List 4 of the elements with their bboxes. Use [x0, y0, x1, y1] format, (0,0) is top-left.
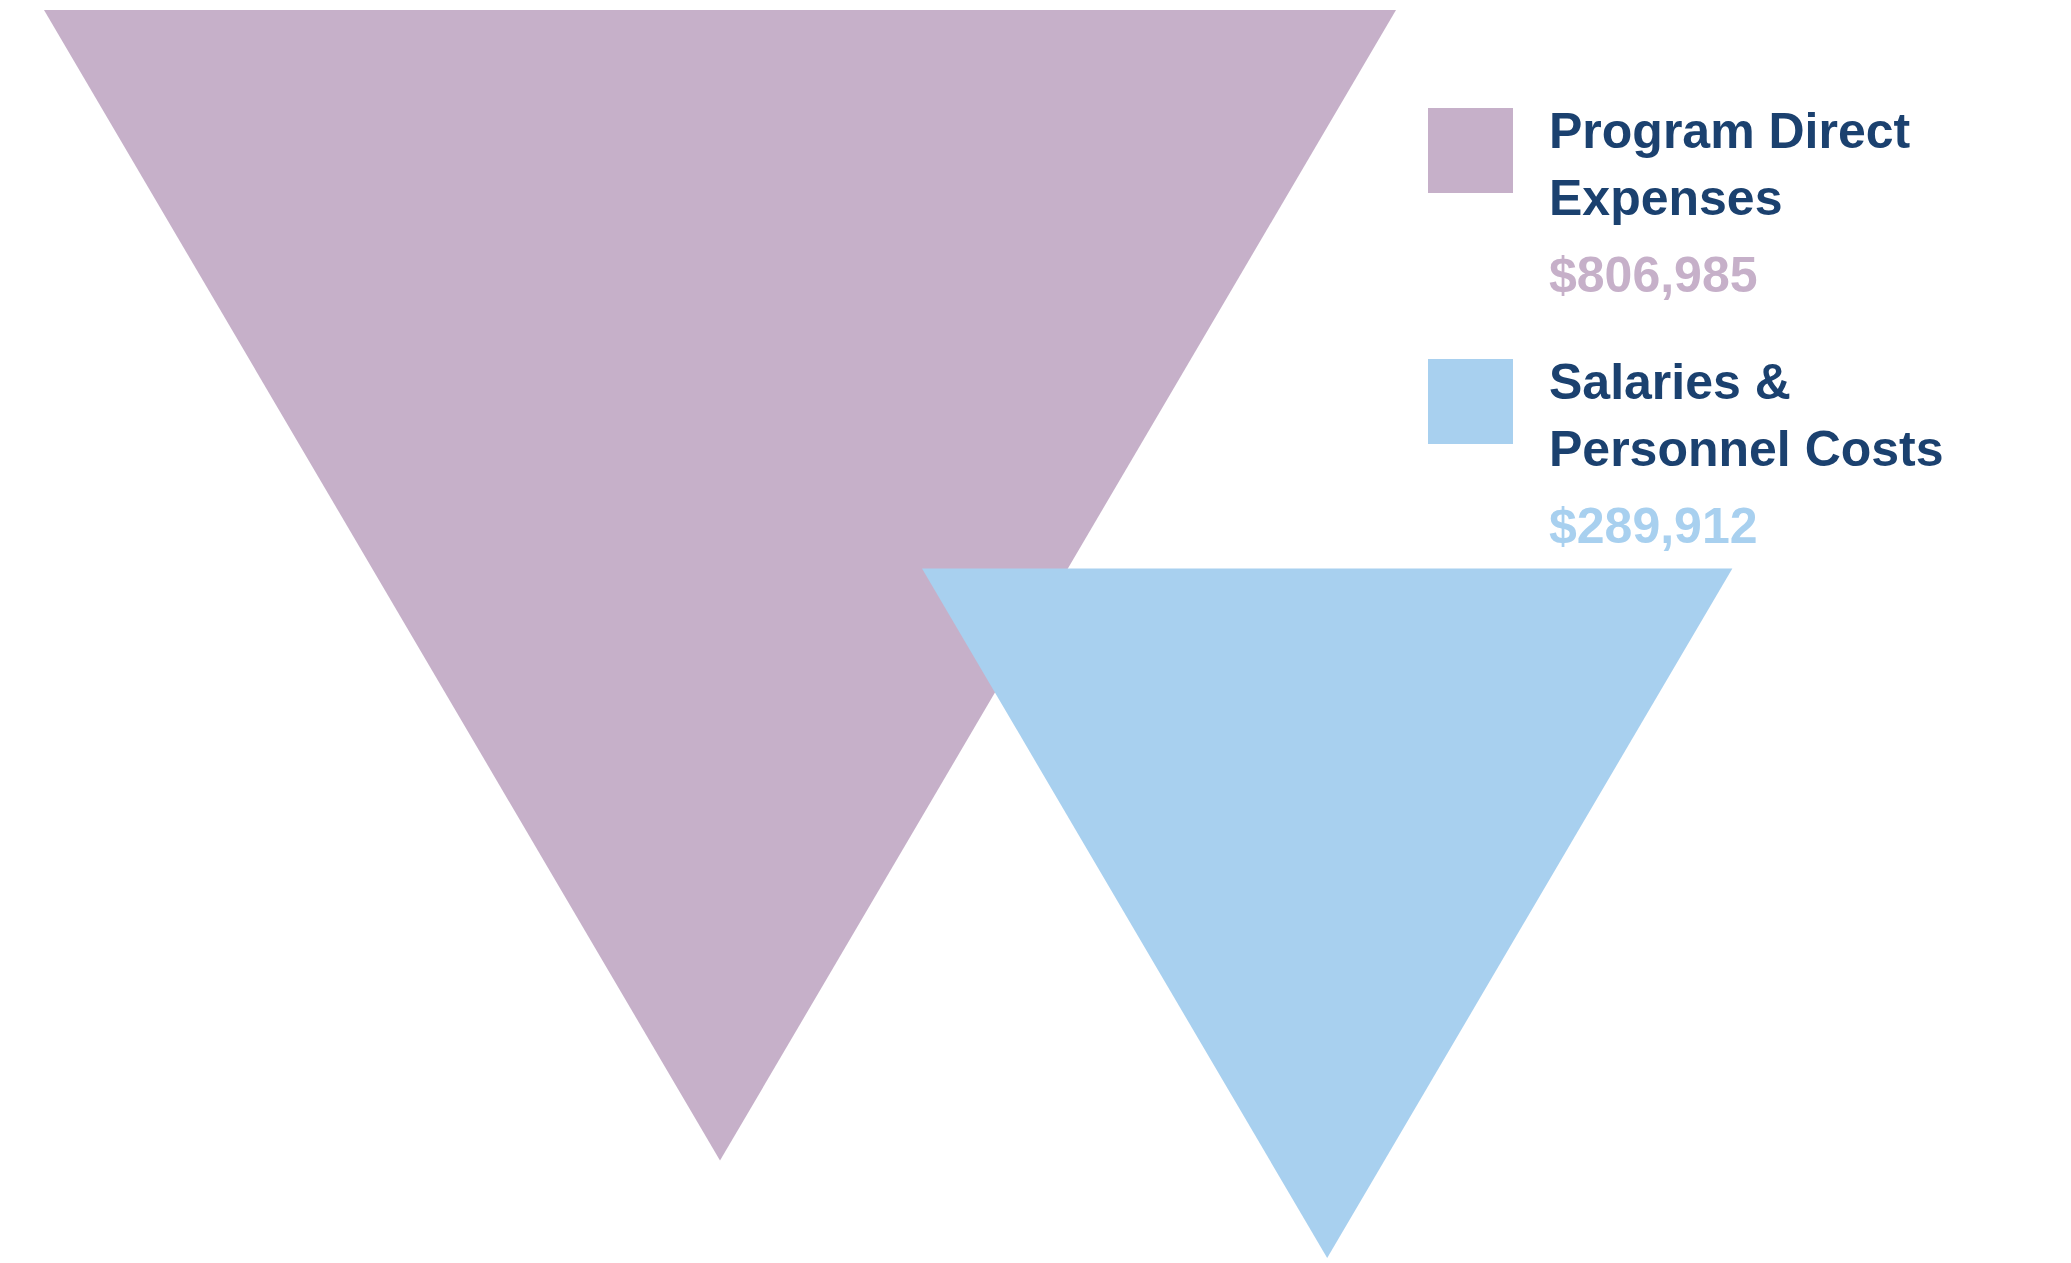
data-label: $806,985: [1549, 247, 1758, 303]
category-label: Salaries & Personnel Costs: [1549, 354, 1944, 477]
category-label: Program Direct Expenses: [1549, 103, 1911, 226]
data-label: $289,912: [1549, 498, 1758, 554]
